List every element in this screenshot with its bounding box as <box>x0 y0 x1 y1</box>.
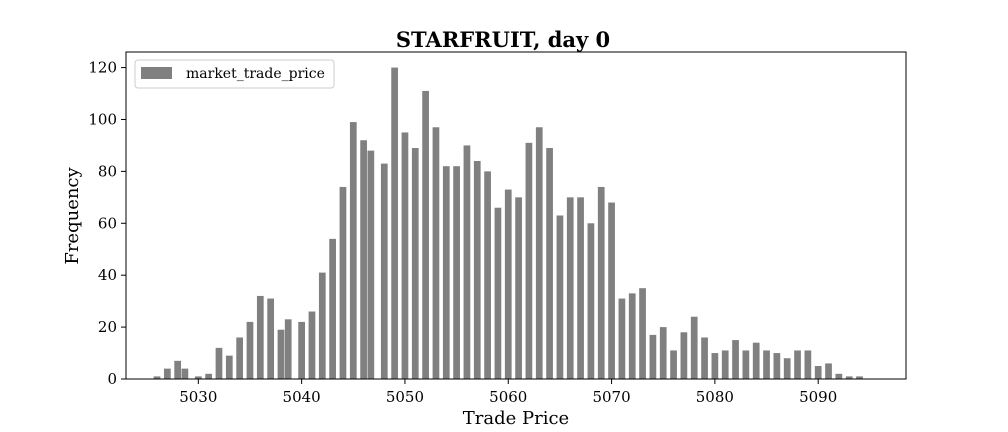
y-axis-label: Frequency <box>62 166 83 264</box>
histogram-bar <box>535 127 543 379</box>
histogram-bar <box>711 353 719 379</box>
bars-group <box>153 67 863 380</box>
histogram-bar <box>153 376 161 379</box>
histogram-bar <box>845 376 853 379</box>
histogram-bar <box>670 350 677 379</box>
histogram-bar <box>649 334 657 379</box>
y-tick-label: 0 <box>107 370 117 388</box>
y-axis-ticks: 0 20 40 60 80 100 120 <box>88 59 126 388</box>
legend-label: market_trade_price <box>186 66 325 82</box>
x-tick-label: 5070 <box>592 388 630 406</box>
histogram-bar <box>205 373 213 379</box>
histogram-bar <box>690 316 698 379</box>
histogram-bar <box>742 350 750 379</box>
histogram-bar <box>401 132 409 379</box>
plot-frame <box>125 51 907 380</box>
y-tick-label: 120 <box>88 59 117 77</box>
histogram-bar <box>284 319 292 379</box>
y-tick-label: 100 <box>88 110 117 128</box>
histogram-bar <box>367 150 375 379</box>
histogram-bar <box>556 215 564 379</box>
histogram-bar <box>380 163 388 379</box>
histogram-bar <box>174 360 182 379</box>
x-tick-label: 5060 <box>489 388 527 406</box>
legend-swatch <box>141 67 172 79</box>
x-tick-label: 5050 <box>386 388 424 406</box>
histogram-bar <box>163 368 171 379</box>
histogram-bar <box>773 353 781 379</box>
histogram-bar <box>639 288 646 379</box>
histogram-bar <box>525 142 533 379</box>
histogram-bar <box>473 161 481 379</box>
histogram-bar <box>256 295 264 379</box>
histogram-bar <box>277 329 285 379</box>
histogram-bar <box>752 342 760 379</box>
histogram-bar <box>732 340 739 379</box>
x-tick-label: 5090 <box>799 388 837 406</box>
histogram-bar <box>360 140 367 379</box>
histogram-bar <box>814 366 822 379</box>
histogram-bar <box>484 171 491 379</box>
histogram-bar <box>794 350 801 379</box>
histogram-bar <box>494 207 502 379</box>
histogram-bar <box>804 350 812 379</box>
histogram-bar <box>577 197 584 379</box>
legend: market_trade_price <box>134 59 335 89</box>
histogram-bar <box>236 337 243 379</box>
x-axis-ticks: 5030 5040 5050 5060 5070 5080 5090 <box>179 379 837 406</box>
histogram-bar <box>783 358 791 379</box>
histogram-bar <box>453 166 460 379</box>
y-tick-label: 80 <box>98 162 117 180</box>
histogram-bar <box>463 145 471 379</box>
histogram-bar <box>721 350 729 379</box>
histogram-bar <box>504 189 512 379</box>
x-tick-label: 5040 <box>283 388 321 406</box>
histogram-bar <box>411 148 419 379</box>
x-tick-label: 5030 <box>179 388 217 406</box>
histogram-bar <box>597 186 605 379</box>
histogram-bar <box>246 321 254 379</box>
histogram-bar <box>215 347 223 379</box>
histogram-bar <box>608 202 615 379</box>
histogram-bar <box>308 311 316 379</box>
histogram-bar <box>566 197 574 379</box>
histogram-bar <box>628 293 636 379</box>
histogram-bar <box>422 90 429 380</box>
x-axis-label: Trade Price <box>463 408 569 429</box>
histogram-bar <box>349 122 357 379</box>
legend-box <box>134 59 335 89</box>
histogram-bar <box>181 368 189 379</box>
histogram-bar <box>194 376 202 379</box>
histogram-bar <box>856 376 863 379</box>
chart-title: STARFRUIT, day 0 <box>396 27 610 52</box>
histogram-bar <box>267 298 274 379</box>
y-tick-label: 60 <box>98 214 117 232</box>
histogram-bar <box>546 148 553 379</box>
y-tick-label: 40 <box>98 266 117 284</box>
histogram-bar <box>298 321 305 379</box>
histogram-bar <box>825 363 832 379</box>
histogram-bar <box>680 332 688 379</box>
histogram-bar <box>432 127 440 379</box>
histogram-bar <box>318 272 326 379</box>
histogram-bar <box>339 186 347 379</box>
histogram-bar <box>659 327 667 379</box>
histogram-bar <box>701 337 708 379</box>
histogram-bar <box>618 298 626 379</box>
histogram-bar <box>225 355 233 379</box>
histogram-bar <box>442 166 450 379</box>
histogram-bar <box>763 350 770 379</box>
histogram-bar <box>391 67 398 379</box>
y-tick-label: 20 <box>98 318 117 336</box>
histogram-bar <box>835 373 843 379</box>
histogram-bar <box>587 223 595 379</box>
histogram-bar <box>329 238 336 379</box>
x-tick-label: 5080 <box>696 388 734 406</box>
histogram-bar <box>515 197 522 379</box>
